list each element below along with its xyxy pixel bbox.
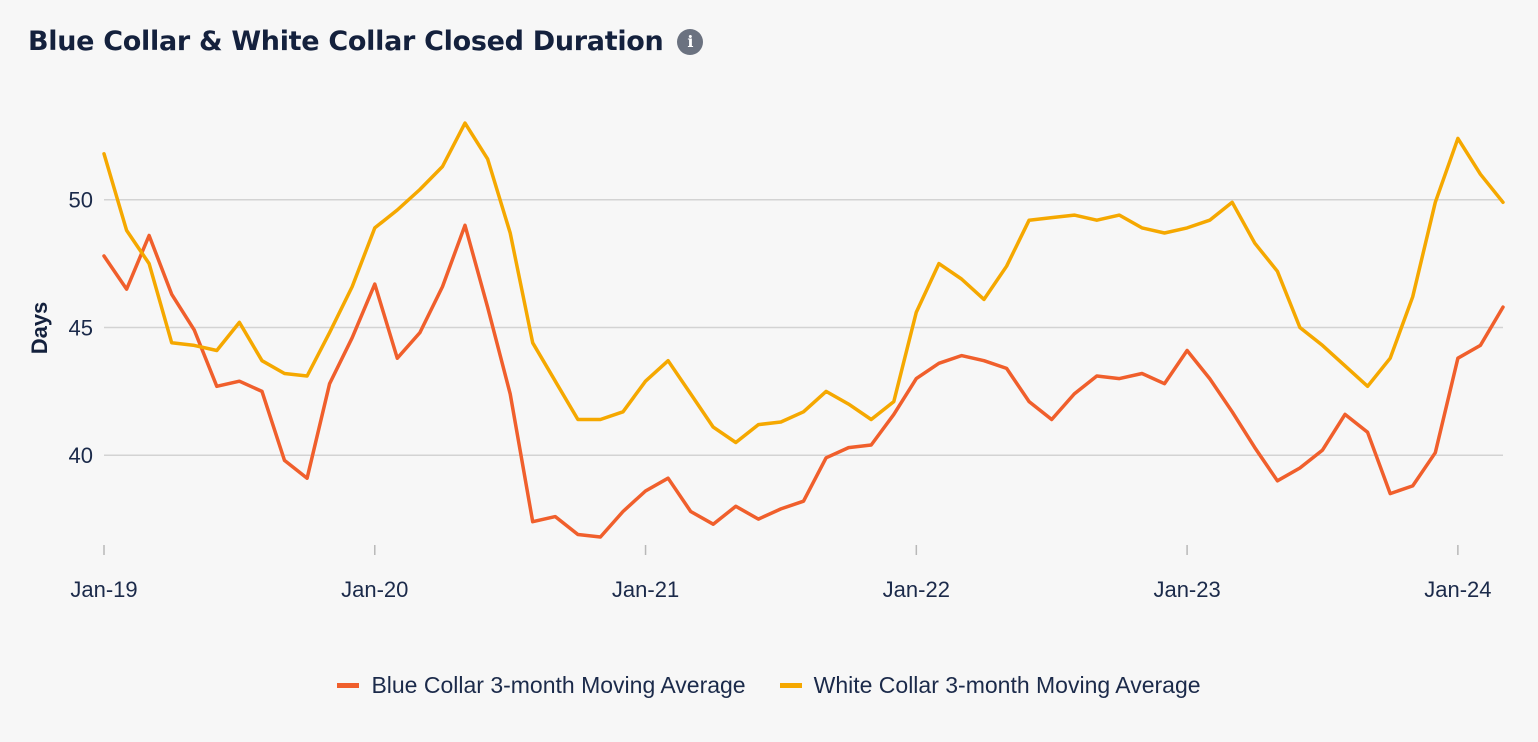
y-tick-label: 40 [69,443,93,468]
series-line-white-collar [102,121,1505,445]
chart-header: Blue Collar & White Collar Closed Durati… [28,26,704,57]
legend-swatch-blue-collar [337,683,360,688]
legend-swatch-white-collar [779,683,802,688]
legend-item-blue-collar[interactable]: Blue Collar 3-month Moving Average [337,672,746,699]
legend-item-white-collar[interactable]: White Collar 3-month Moving Average [779,672,1201,699]
x-tick-label: Jan-19 [70,577,137,602]
line-chart: 40 45 50 Days Jan-19 Jan-20 Jan-21 Jan-22 Jan-23… [27,121,1505,602]
info-icon[interactable]: i [677,28,704,55]
x-tick-label: Jan-23 [1153,577,1220,602]
legend-label-blue-collar: Blue Collar 3-month Moving Average [371,672,746,698]
x-tick-label: Jan-22 [883,577,950,602]
x-tick-label: Jan-21 [612,577,679,602]
y-axis-label: Days [27,302,52,355]
series-line-blue-collar [102,223,1505,539]
y-tick-label: 50 [69,188,93,213]
chart-legend: Blue Collar 3-month Moving Average White… [0,672,1538,699]
y-tick-label: 45 [69,315,93,340]
x-tick-label: Jan-20 [341,577,408,602]
legend-label-white-collar: White Collar 3-month Moving Average [813,672,1201,698]
chart-title: Blue Collar & White Collar Closed Durati… [28,26,664,57]
x-tick-label: Jan-24 [1424,577,1491,602]
